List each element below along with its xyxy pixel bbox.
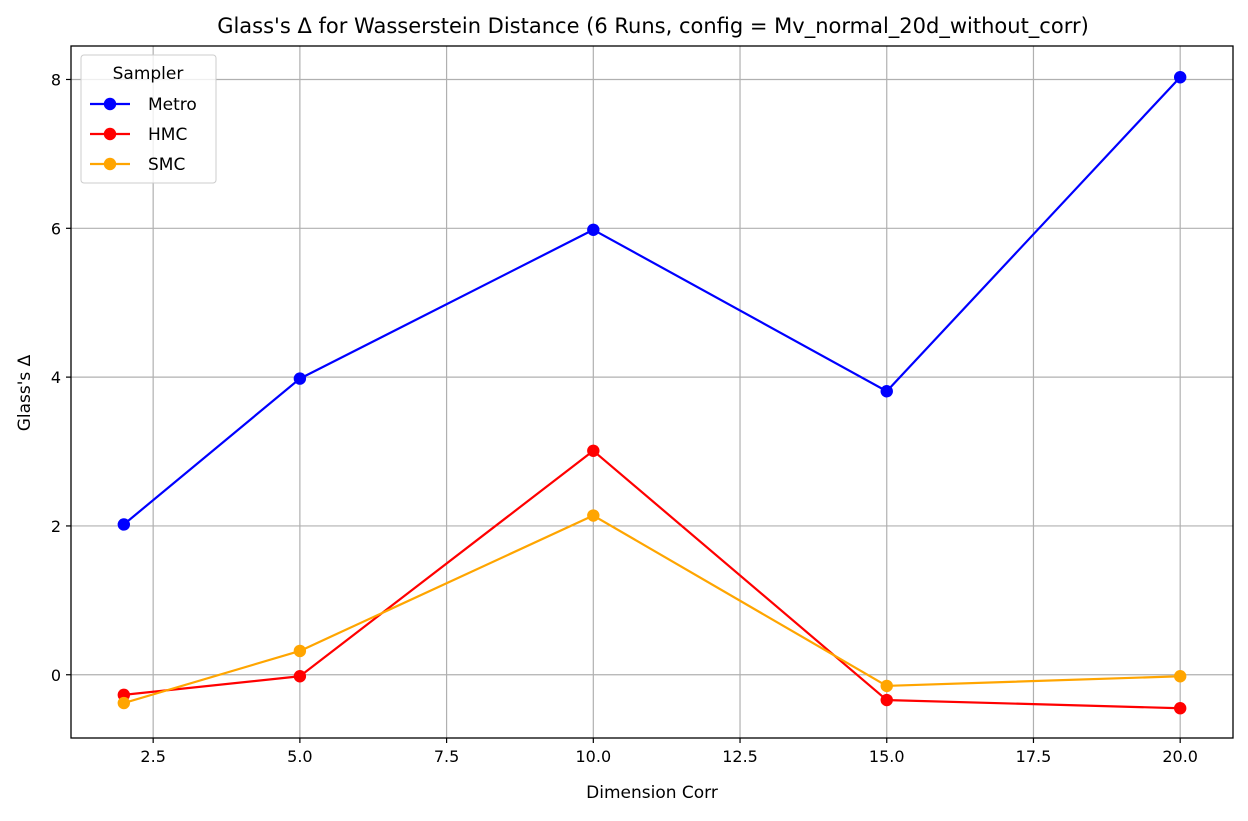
plot-frame — [70, 45, 1234, 739]
data-point-metro — [587, 223, 600, 236]
data-point-smc — [293, 644, 307, 658]
legend-marker-smc — [103, 157, 117, 171]
series-metro — [117, 71, 1187, 531]
y-tick-label: 6 — [51, 219, 61, 238]
x-axis-ticks: 2.5 5.0 7.5 10.0 12.5 15.0 17.5 20.0 — [140, 738, 1198, 766]
data-point-hmc — [1173, 702, 1187, 715]
series-layer — [117, 71, 1187, 715]
legend-marker-hmc — [103, 127, 117, 141]
x-axis-label: Dimension Corr — [586, 783, 718, 803]
x-tick-label: 20.0 — [1162, 747, 1198, 766]
legend-label-metro: Metro — [148, 95, 197, 115]
legend-label-hmc: HMC — [148, 125, 187, 145]
data-point-smc — [117, 696, 131, 710]
data-point-hmc — [587, 444, 600, 457]
x-tick-label: 10.0 — [576, 747, 612, 766]
legend-marker-metro — [103, 97, 117, 111]
data-point-hmc — [293, 670, 307, 683]
x-tick-label: 7.5 — [434, 747, 459, 766]
x-tick-label: 5.0 — [287, 747, 312, 766]
data-point-metro — [1173, 71, 1187, 84]
data-point-metro — [117, 518, 131, 531]
legend: Sampler Metro HMC SMC — [80, 54, 217, 184]
y-axis-ticks: 0 2 4 6 8 — [51, 70, 71, 685]
x-tick-label: 15.0 — [869, 747, 905, 766]
data-point-smc — [880, 679, 893, 693]
data-point-smc — [1173, 670, 1187, 683]
series-line-metro — [123, 76, 1181, 526]
y-tick-label: 0 — [51, 666, 61, 685]
data-point-metro — [293, 372, 307, 385]
legend-box — [80, 54, 217, 184]
series-hmc — [117, 444, 1187, 715]
x-tick-label: 17.5 — [1016, 747, 1052, 766]
grid-lines — [71, 46, 1233, 738]
data-point-hmc — [880, 693, 893, 707]
series-smc — [117, 509, 1187, 710]
x-tick-label: 2.5 — [140, 747, 165, 766]
y-tick-label: 4 — [51, 368, 61, 387]
x-tick-label: 12.5 — [722, 747, 758, 766]
y-tick-label: 2 — [51, 517, 61, 536]
series-line-hmc — [123, 449, 1181, 710]
data-point-metro — [880, 385, 893, 398]
y-axis-label: Glass's Δ — [15, 354, 35, 431]
chart-title: Glass's Δ for Wasserstein Distance (6 Ru… — [217, 14, 1089, 39]
y-tick-label: 8 — [51, 70, 61, 89]
legend-label-smc: SMC — [148, 155, 185, 175]
legend-title: Sampler — [113, 64, 184, 84]
data-point-smc — [587, 509, 600, 522]
legend-entries: Metro HMC SMC — [90, 95, 197, 175]
